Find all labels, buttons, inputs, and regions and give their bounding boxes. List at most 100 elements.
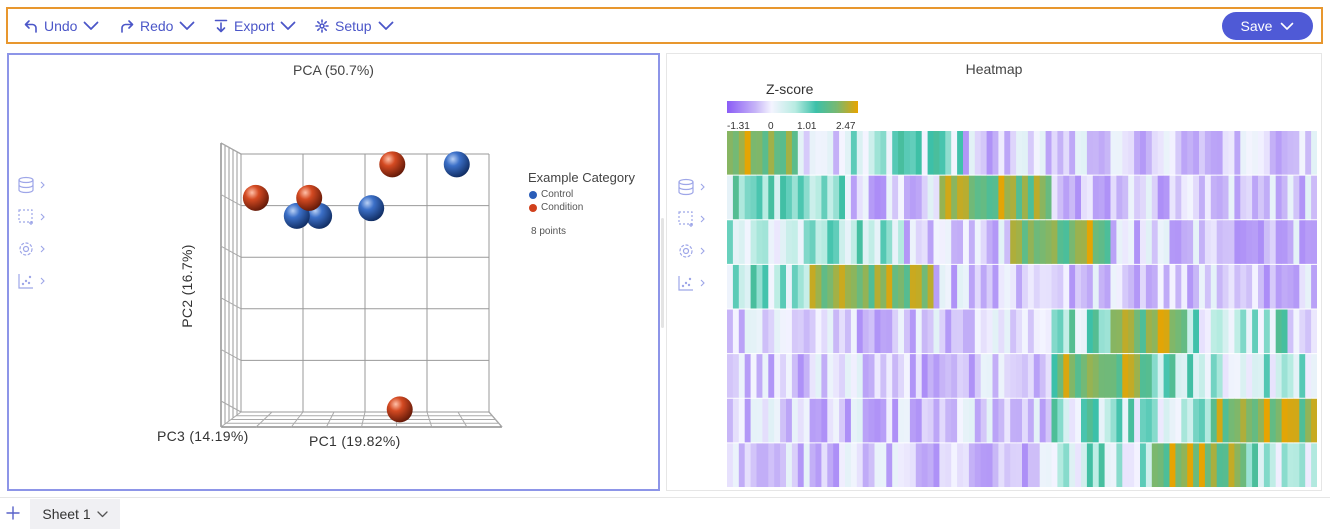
heatmap-cell	[1263, 354, 1271, 398]
legend-item-control[interactable]: Control	[529, 189, 573, 200]
heatmap-cell	[774, 354, 781, 398]
heatmap-cell	[1222, 264, 1229, 309]
pca-3d-plot[interactable]	[9, 55, 658, 489]
heatmap-cell	[951, 443, 958, 488]
settings-tool-button[interactable]	[677, 239, 713, 263]
data-tool-button[interactable]	[677, 175, 713, 199]
pca-point-condition[interactable]	[379, 151, 406, 178]
heatmap-cell	[904, 264, 911, 309]
heatmap-cell	[951, 220, 958, 264]
heatmap-cell	[1004, 398, 1011, 443]
heatmap-cell	[1187, 264, 1194, 309]
heatmap-cell	[992, 309, 999, 354]
heatmap-cell	[1269, 398, 1277, 443]
heatmap-cell	[1299, 398, 1306, 443]
heatmap-cell	[909, 175, 917, 220]
selection-tool-button[interactable]	[677, 207, 713, 231]
heatmap-cell	[1151, 398, 1159, 443]
heatmap-cell	[1145, 398, 1153, 443]
pca-point-condition[interactable]	[296, 184, 323, 211]
heatmap-cell	[1045, 131, 1052, 175]
heatmap-cell	[1258, 131, 1265, 175]
heatmap-cell	[868, 175, 875, 220]
heatmap-cell	[1305, 131, 1312, 175]
pca-point-condition[interactable]	[386, 396, 413, 423]
save-button[interactable]: Save	[1222, 12, 1313, 40]
heatmap-cell	[986, 309, 993, 354]
heatmap-cell	[963, 309, 970, 354]
plot-tool-button[interactable]	[17, 269, 53, 293]
heatmap-cell	[780, 131, 787, 175]
heatmap-cell	[727, 220, 734, 264]
heatmap-cell	[1110, 309, 1117, 354]
heatmap-cell	[1145, 309, 1153, 354]
heatmap-cell	[1246, 443, 1253, 488]
heatmap-cell	[768, 309, 775, 354]
heatmap-cell	[992, 264, 999, 309]
heatmap-cell	[786, 131, 793, 175]
heatmap-cell	[980, 398, 987, 443]
pca-point-condition[interactable]	[242, 184, 269, 211]
heatmap-cell	[821, 264, 828, 309]
heatmap-cell	[750, 264, 757, 309]
heatmap-cell	[1134, 443, 1141, 488]
heatmap-cell	[768, 264, 775, 309]
heatmap-cell	[904, 398, 911, 443]
selection-tool-button[interactable]	[17, 205, 53, 229]
heatmap-cell	[1027, 131, 1035, 175]
sheet-tab-1[interactable]: Sheet 1	[30, 499, 120, 529]
heatmap-cell	[839, 175, 846, 220]
heatmap-panel[interactable]: Heatmap Z-score -1.31 0 1.01 2.47	[666, 53, 1322, 491]
heatmap-cell	[856, 220, 864, 264]
heatmap-cell	[1051, 309, 1058, 354]
heatmap-cell	[898, 264, 905, 309]
heatmap-cell	[1086, 220, 1094, 264]
heatmap-cell	[992, 354, 999, 398]
grid-line	[220, 194, 242, 207]
heatmap-cell	[951, 131, 958, 175]
undo-icon	[24, 19, 37, 33]
heatmap-cell	[1104, 354, 1111, 398]
export-button[interactable]: Export	[214, 9, 296, 42]
heatmap-cell	[839, 354, 846, 398]
redo-button[interactable]: Redo	[120, 9, 195, 42]
heatmap-cell	[1081, 175, 1088, 220]
undo-button[interactable]: Undo	[24, 9, 99, 42]
heatmap-cell	[1039, 443, 1046, 488]
heatmap-cell	[1311, 443, 1317, 488]
add-sheet-button[interactable]	[6, 503, 22, 523]
heatmap-cell	[856, 131, 864, 175]
heatmap-cell	[815, 354, 822, 398]
heatmap-title: Heatmap	[965, 61, 1023, 77]
pca-panel[interactable]: PCA (50.7%) P	[7, 53, 660, 491]
heatmap-grid[interactable]	[727, 131, 1317, 488]
settings-tool-button[interactable]	[17, 237, 53, 261]
heatmap-cell	[1075, 354, 1082, 398]
legend-item-condition[interactable]: Condition	[529, 202, 583, 213]
gear-icon	[679, 244, 705, 258]
heatmap-cell	[727, 264, 734, 309]
heatmap-cell	[1199, 398, 1206, 443]
heatmap-cell	[1104, 443, 1111, 488]
heatmap-cell	[821, 354, 828, 398]
plot-tool-button[interactable]	[677, 271, 713, 295]
heatmap-cell	[821, 309, 828, 354]
panel-resize-handle[interactable]	[661, 218, 664, 328]
heatmap-cell	[1305, 220, 1312, 264]
data-tool-button[interactable]	[17, 173, 53, 197]
heatmap-cell	[1246, 309, 1253, 354]
heatmap-cell	[809, 309, 816, 354]
heatmap-cell	[1075, 443, 1082, 488]
heatmap-cell	[1069, 264, 1076, 309]
pca-point-control[interactable]	[358, 195, 385, 222]
heatmap-cell	[738, 354, 746, 398]
selection-icon	[678, 211, 705, 227]
heatmap-cell	[1199, 354, 1206, 398]
heatmap-cell	[1234, 175, 1241, 220]
setup-button[interactable]: Setup	[315, 9, 394, 42]
pca-point-control[interactable]	[443, 151, 470, 178]
heatmap-cell	[762, 354, 769, 398]
heatmap-cell	[868, 443, 875, 488]
heatmap-cell	[1228, 443, 1235, 488]
heatmap-cell	[833, 443, 840, 488]
